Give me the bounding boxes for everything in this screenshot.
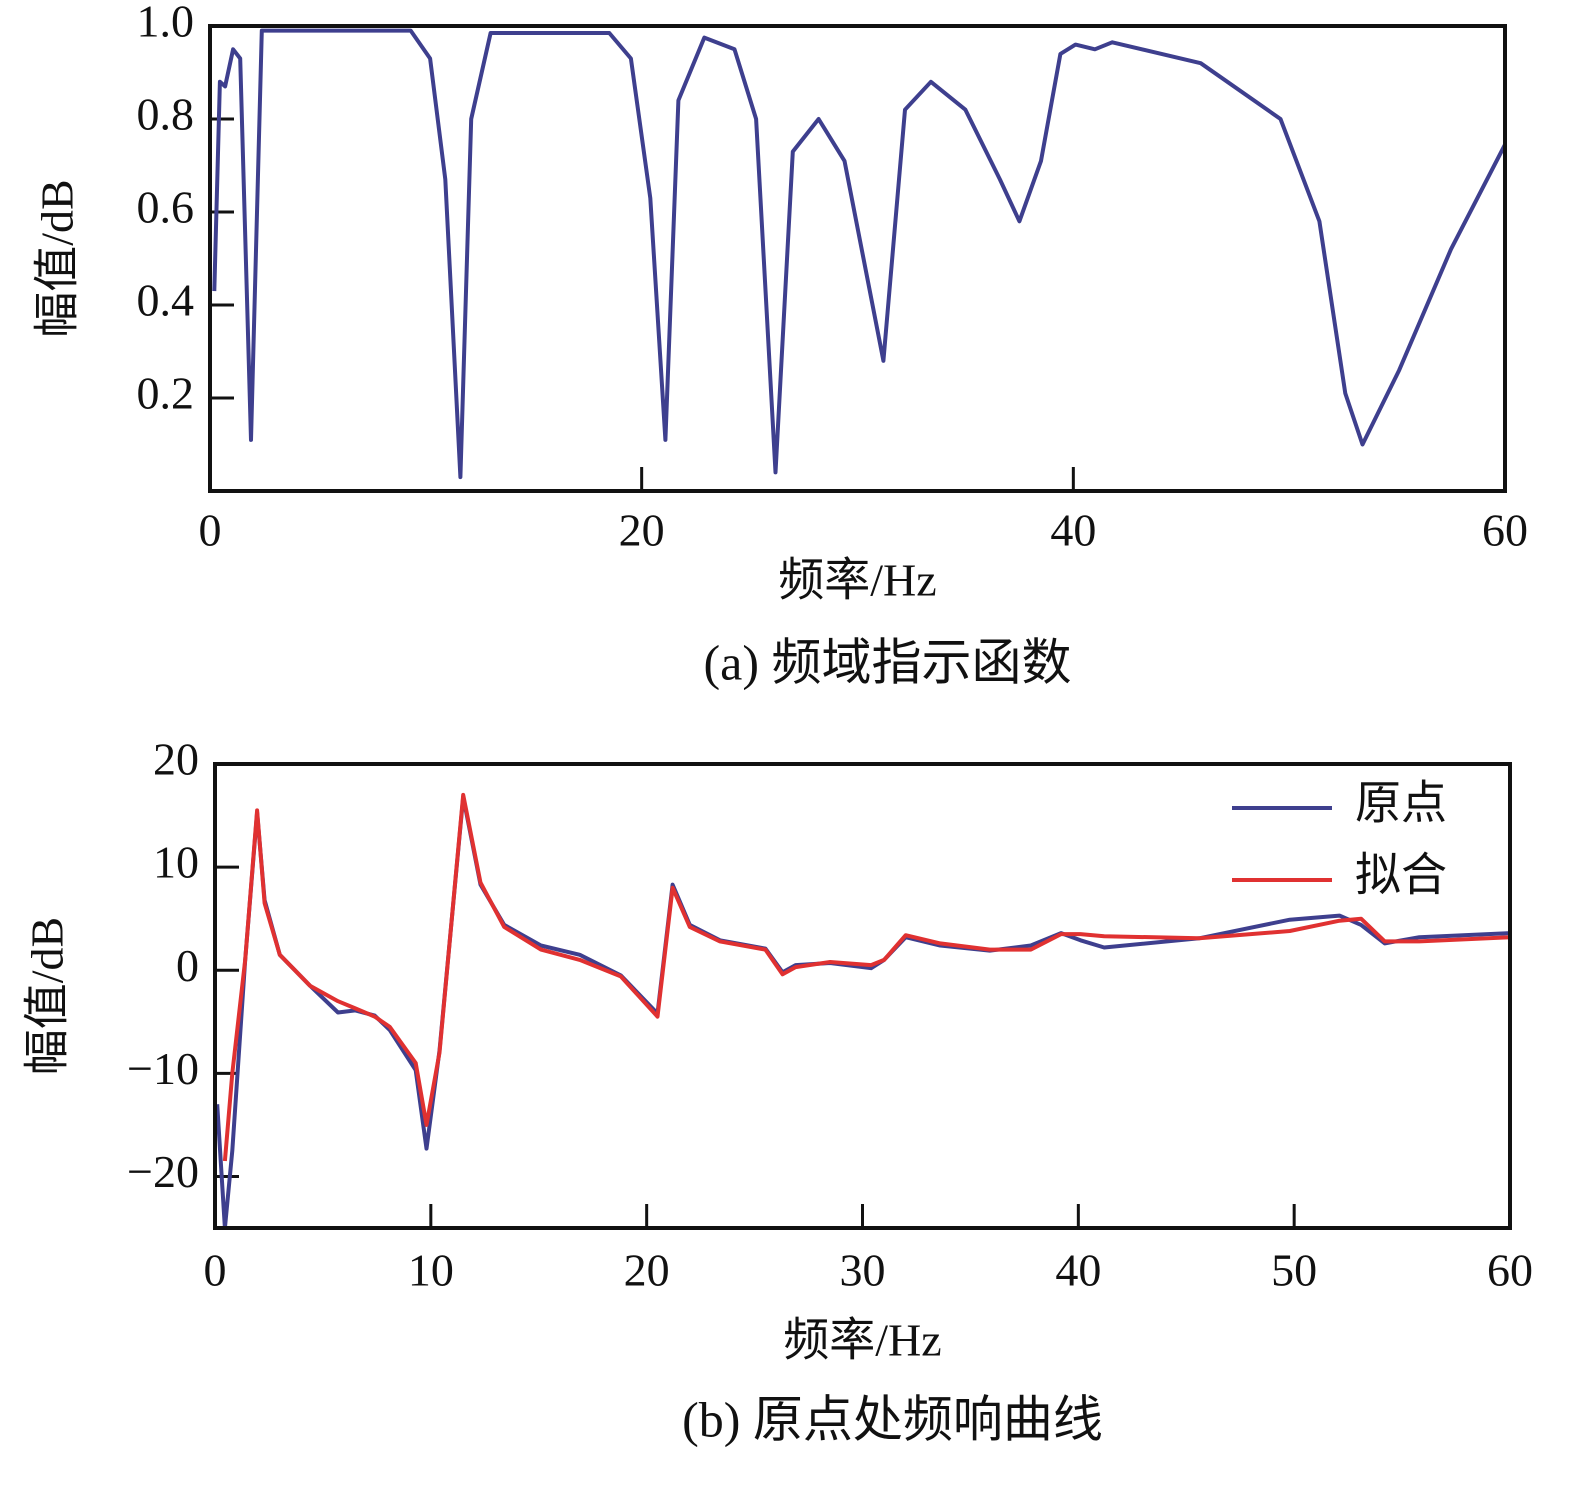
caption: (a) 频域指示函数	[704, 634, 1072, 690]
y-tick-label: 1.0	[137, 0, 195, 47]
y-axis-label: 幅值/dB	[32, 179, 83, 337]
x-tick-label: 20	[624, 1245, 670, 1296]
y-tick-label: 0.2	[137, 368, 195, 419]
x-tick-label: 0	[199, 505, 222, 556]
x-tick-label: 60	[1482, 505, 1528, 556]
data-line	[222, 792, 1510, 1162]
caption: (b) 原点处频响曲线	[682, 1391, 1103, 1447]
data-line	[215, 795, 1510, 1228]
y-tick-label: 20	[153, 734, 199, 785]
y-tick-label: 0	[176, 940, 199, 991]
legend-label: 拟合	[1355, 850, 1447, 901]
y-tick-label: 10	[153, 837, 199, 888]
x-tick-label: 40	[1050, 505, 1096, 556]
x-tick-label: 20	[619, 505, 665, 556]
y-tick-label: −10	[127, 1043, 199, 1094]
y-tick-label: 0.6	[137, 182, 195, 233]
x-tick-label: 40	[1055, 1245, 1101, 1296]
x-tick-label: 0	[204, 1245, 227, 1296]
y-tick-label: 0.8	[137, 89, 195, 140]
y-tick-label: 0.4	[137, 275, 195, 326]
legend-label: 原点	[1355, 778, 1447, 829]
x-axis-label: 频率/Hz	[783, 1315, 941, 1366]
x-axis-label: 频率/Hz	[778, 555, 936, 606]
y-axis-label: 幅值/dB	[22, 917, 73, 1075]
x-tick-label: 60	[1487, 1245, 1533, 1296]
x-tick-label: 10	[408, 1245, 454, 1296]
data-line	[212, 28, 1505, 480]
plot-frame	[208, 24, 1507, 493]
plot-frame	[213, 762, 1512, 1230]
y-tick-label: −20	[127, 1146, 199, 1197]
x-tick-label: 50	[1271, 1245, 1317, 1296]
x-tick-label: 30	[840, 1245, 886, 1296]
